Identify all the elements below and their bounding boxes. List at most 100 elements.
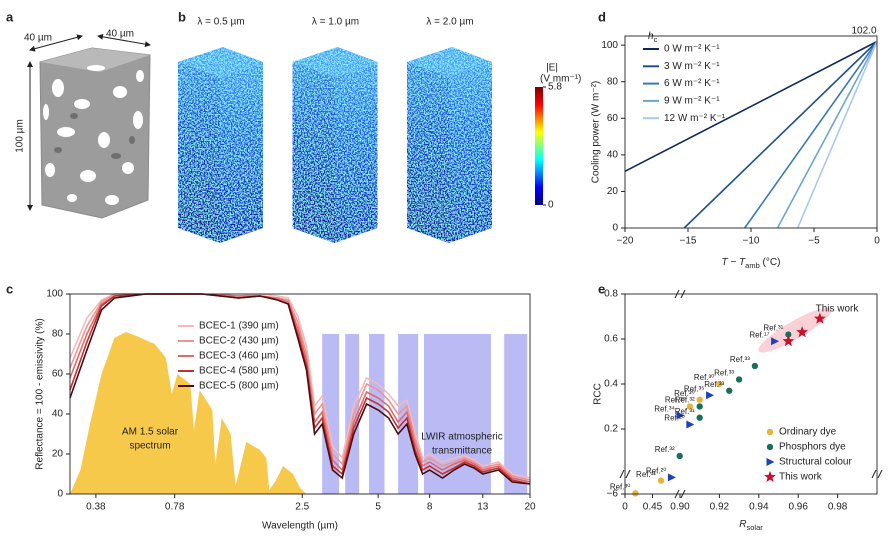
x-tick-label: 0.94 xyxy=(749,502,769,513)
panel-letter: b xyxy=(178,9,186,24)
legend-label: 0 W m⁻² K⁻¹ xyxy=(664,44,720,55)
y-tick-label: 100 xyxy=(46,289,63,300)
cube-left xyxy=(178,62,220,243)
legend-label: BCEC-5 (800 µm) xyxy=(199,381,279,392)
label-part: solar xyxy=(746,523,763,532)
legend-label: This work xyxy=(779,472,823,483)
point xyxy=(706,391,715,400)
point xyxy=(696,414,704,422)
y-tick-label: 0.4 xyxy=(604,379,618,390)
legend-label: Structural colour xyxy=(779,457,852,468)
legend-marker xyxy=(766,443,774,451)
point-label: Ref.³¹ xyxy=(763,324,783,333)
point-label: Ref.³⁰ xyxy=(694,373,715,382)
axis-label: RCC xyxy=(593,383,604,405)
cube-left xyxy=(292,62,335,243)
legend-label: 6 W m⁻² K⁻¹ xyxy=(664,78,720,89)
label-part: T − T xyxy=(722,257,747,268)
colorbar-label: |E| xyxy=(546,63,558,74)
panel-letter: c xyxy=(6,281,13,296)
legend-label: BCEC-4 (580 µm) xyxy=(199,366,279,377)
area-label: AM 1.5 solar xyxy=(122,427,179,438)
y-tick-label: 20 xyxy=(607,186,619,197)
panel-letter: d xyxy=(598,9,606,24)
dimension-label: 40 µm xyxy=(24,33,52,44)
colorbar xyxy=(535,87,543,205)
y-tick-label: 20 xyxy=(52,449,64,460)
x-tick-label: 0 xyxy=(874,236,880,247)
point xyxy=(676,411,685,420)
point-label: Ref.³³ xyxy=(665,396,685,405)
x-tick-label: 8 xyxy=(427,502,433,513)
panel-letter: e xyxy=(598,281,605,296)
point-label: Ref.³² xyxy=(675,396,695,405)
label-part: c xyxy=(654,35,658,44)
point-label: Ref.³³ xyxy=(714,369,734,378)
dimension-arrow xyxy=(29,34,83,52)
legend-label: BCEC-2 (430 µm) xyxy=(199,336,279,347)
colorbar-tick-label: 5.8 xyxy=(548,82,562,93)
cube-right xyxy=(449,62,492,243)
y-tick-label: 60 xyxy=(52,369,64,380)
cube-right xyxy=(334,62,378,243)
pores xyxy=(43,65,144,205)
cube-top xyxy=(178,47,263,77)
point-label: Ref.²⁰ xyxy=(646,466,667,475)
porous-structure xyxy=(39,47,151,219)
point xyxy=(667,473,676,482)
axis-label: Reflectance = 100 - emissivity (%) xyxy=(35,318,46,469)
axis-label: Cooling power (W m⁻²) xyxy=(591,81,602,184)
point xyxy=(686,402,694,411)
point-label: Ref.³⁴ xyxy=(654,405,675,414)
legend-label: Ordinary dye xyxy=(779,427,837,438)
axis-label: hc xyxy=(648,31,658,45)
area xyxy=(70,332,307,494)
pore-shadows xyxy=(54,113,135,159)
point-label: Ref.³³ xyxy=(704,380,724,389)
annotation: 102.0 xyxy=(851,26,876,37)
label-part: R xyxy=(739,519,746,530)
x-tick-label: 0.38 xyxy=(86,502,106,513)
point xyxy=(782,335,795,347)
y-tick-label: 0 xyxy=(612,223,618,234)
area-label: transmittance xyxy=(432,446,492,457)
point xyxy=(735,375,743,384)
label-part: amb xyxy=(745,261,760,270)
point-label: Ref.¹¹ xyxy=(636,470,656,479)
cube-left xyxy=(407,62,449,243)
legend-label: 12 W m⁻² K⁻¹ xyxy=(664,113,726,124)
area xyxy=(322,334,528,494)
dimension-label: 100 µm xyxy=(15,119,26,153)
y-tick-label: 40 xyxy=(607,149,619,160)
area-label: LWIR atmospheric xyxy=(421,432,503,443)
x-tick-label: 0.96 xyxy=(788,502,808,513)
x-tick-label: 0.78 xyxy=(165,502,185,513)
point-label: Ref.³² xyxy=(655,445,675,454)
legend-label: BCEC-1 (390 µm) xyxy=(199,321,279,332)
x-tick-label: 20 xyxy=(524,502,536,513)
break-mark xyxy=(619,469,631,479)
y-tick-label: 60 xyxy=(607,113,619,124)
y-tick-label: 0.2 xyxy=(604,424,618,435)
annotation: This work xyxy=(816,304,860,315)
point xyxy=(631,489,640,497)
plot-frame xyxy=(69,293,531,495)
point-label: Ref.²⁰ xyxy=(664,414,685,423)
point-label: Ref.³⁵ xyxy=(684,384,705,393)
panel-letter: a xyxy=(6,9,14,24)
point-label: Ref.³⁰ xyxy=(610,482,631,491)
x-tick-label: 5 xyxy=(375,502,381,513)
y-tick-label: −6 xyxy=(607,489,619,500)
y-tick-label: 0.8 xyxy=(604,289,618,300)
line xyxy=(744,41,878,229)
porous-top xyxy=(40,48,150,72)
y-tick-label: 40 xyxy=(52,409,64,420)
point xyxy=(657,477,665,485)
x-tick-label: −20 xyxy=(617,236,634,247)
point xyxy=(696,402,704,411)
panel-b: b |E| (V mm⁻¹) λ = 0.5 µm λ = 1.0 µm λ = 2… xyxy=(178,9,581,243)
legend-label: 9 W m⁻² K⁻¹ xyxy=(664,96,720,107)
x-tick-label: 0.98 xyxy=(828,502,848,513)
x-tick-label: 0.90 xyxy=(670,502,690,513)
